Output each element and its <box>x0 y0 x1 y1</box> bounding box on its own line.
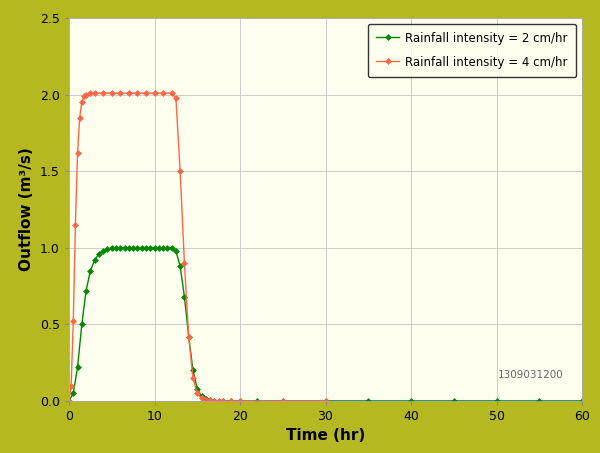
Rainfall intensity = 2 cm/hr <box>185 334 193 339</box>
Rainfall intensity = 4 cm/hr <box>160 91 167 96</box>
Rainfall intensity = 4 cm/hr <box>70 318 77 324</box>
Line: Rainfall intensity = 2 cm/hr: Rainfall intensity = 2 cm/hr <box>67 246 584 403</box>
Rainfall intensity = 4 cm/hr <box>206 398 214 403</box>
Rainfall intensity = 4 cm/hr <box>172 95 179 101</box>
Rainfall intensity = 2 cm/hr <box>228 398 235 404</box>
Rainfall intensity = 2 cm/hr <box>450 398 457 404</box>
Rainfall intensity = 4 cm/hr <box>87 91 94 96</box>
Rainfall intensity = 4 cm/hr <box>279 398 286 404</box>
Rainfall intensity = 4 cm/hr <box>198 395 205 400</box>
Rainfall intensity = 2 cm/hr <box>181 294 188 299</box>
Rainfall intensity = 4 cm/hr <box>211 398 218 404</box>
Rainfall intensity = 4 cm/hr <box>236 398 244 404</box>
Rainfall intensity = 4 cm/hr <box>322 398 329 404</box>
Rainfall intensity = 2 cm/hr <box>220 398 227 404</box>
Rainfall intensity = 2 cm/hr <box>78 322 85 327</box>
Rainfall intensity = 2 cm/hr <box>146 245 154 251</box>
Rainfall intensity = 2 cm/hr <box>168 245 175 251</box>
Rainfall intensity = 4 cm/hr <box>76 115 83 120</box>
Rainfall intensity = 2 cm/hr <box>151 245 158 251</box>
Rainfall intensity = 2 cm/hr <box>190 367 197 373</box>
Rainfall intensity = 2 cm/hr <box>493 398 500 404</box>
Rainfall intensity = 2 cm/hr <box>254 398 261 404</box>
Rainfall intensity = 4 cm/hr <box>68 383 75 388</box>
Rainfall intensity = 2 cm/hr <box>91 257 98 263</box>
Rainfall intensity = 2 cm/hr <box>198 394 205 399</box>
Rainfall intensity = 2 cm/hr <box>160 245 167 251</box>
Rainfall intensity = 2 cm/hr <box>536 398 543 404</box>
Rainfall intensity = 4 cm/hr <box>176 169 184 174</box>
Rainfall intensity = 2 cm/hr <box>121 245 128 251</box>
Rainfall intensity = 2 cm/hr <box>108 245 115 251</box>
Rainfall intensity = 4 cm/hr <box>72 222 79 227</box>
Rainfall intensity = 2 cm/hr <box>407 398 415 404</box>
Rainfall intensity = 2 cm/hr <box>206 397 214 403</box>
Y-axis label: Outflow (m³/s): Outflow (m³/s) <box>19 148 34 271</box>
Rainfall intensity = 4 cm/hr <box>181 260 188 266</box>
Rainfall intensity = 4 cm/hr <box>151 91 158 96</box>
Rainfall intensity = 2 cm/hr <box>164 245 171 251</box>
Rainfall intensity = 4 cm/hr <box>202 397 209 402</box>
Rainfall intensity = 2 cm/hr <box>365 398 372 404</box>
Rainfall intensity = 2 cm/hr <box>112 245 119 251</box>
Rainfall intensity = 4 cm/hr <box>220 398 227 404</box>
Rainfall intensity = 2 cm/hr <box>65 398 73 404</box>
Rainfall intensity = 4 cm/hr <box>228 398 235 404</box>
Rainfall intensity = 2 cm/hr <box>70 390 77 396</box>
Rainfall intensity = 2 cm/hr <box>138 245 145 251</box>
Rainfall intensity = 2 cm/hr <box>82 288 90 294</box>
Rainfall intensity = 2 cm/hr <box>211 398 218 403</box>
Rainfall intensity = 2 cm/hr <box>117 245 124 251</box>
Rainfall intensity = 2 cm/hr <box>134 245 141 251</box>
Rainfall intensity = 4 cm/hr <box>215 398 222 404</box>
Line: Rainfall intensity = 4 cm/hr: Rainfall intensity = 4 cm/hr <box>67 91 328 403</box>
Text: 1309031200: 1309031200 <box>498 370 564 380</box>
Rainfall intensity = 4 cm/hr <box>80 93 88 99</box>
Rainfall intensity = 4 cm/hr <box>100 91 107 96</box>
Rainfall intensity = 4 cm/hr <box>194 390 201 396</box>
Rainfall intensity = 2 cm/hr <box>100 248 107 254</box>
Rainfall intensity = 4 cm/hr <box>117 91 124 96</box>
Rainfall intensity = 2 cm/hr <box>130 245 137 251</box>
Rainfall intensity = 2 cm/hr <box>578 398 586 404</box>
Rainfall intensity = 2 cm/hr <box>322 398 329 404</box>
Rainfall intensity = 4 cm/hr <box>185 334 193 339</box>
Legend: Rainfall intensity = 2 cm/hr, Rainfall intensity = 4 cm/hr: Rainfall intensity = 2 cm/hr, Rainfall i… <box>368 24 576 77</box>
Rainfall intensity = 2 cm/hr <box>104 246 111 252</box>
X-axis label: Time (hr): Time (hr) <box>286 429 365 443</box>
Rainfall intensity = 2 cm/hr <box>202 397 209 402</box>
Rainfall intensity = 4 cm/hr <box>142 91 149 96</box>
Rainfall intensity = 4 cm/hr <box>168 91 175 96</box>
Rainfall intensity = 4 cm/hr <box>134 91 141 96</box>
Rainfall intensity = 2 cm/hr <box>155 245 163 251</box>
Rainfall intensity = 2 cm/hr <box>172 248 179 254</box>
Rainfall intensity = 2 cm/hr <box>279 398 286 404</box>
Rainfall intensity = 2 cm/hr <box>142 245 149 251</box>
Rainfall intensity = 4 cm/hr <box>108 91 115 96</box>
Rainfall intensity = 4 cm/hr <box>82 92 90 97</box>
Rainfall intensity = 4 cm/hr <box>65 398 73 404</box>
Rainfall intensity = 2 cm/hr <box>176 264 184 269</box>
Rainfall intensity = 2 cm/hr <box>95 251 103 257</box>
Rainfall intensity = 2 cm/hr <box>236 398 244 404</box>
Rainfall intensity = 4 cm/hr <box>125 91 133 96</box>
Rainfall intensity = 2 cm/hr <box>125 245 133 251</box>
Rainfall intensity = 4 cm/hr <box>190 375 197 381</box>
Rainfall intensity = 2 cm/hr <box>194 386 201 391</box>
Rainfall intensity = 2 cm/hr <box>74 365 81 370</box>
Rainfall intensity = 4 cm/hr <box>91 91 98 96</box>
Rainfall intensity = 2 cm/hr <box>87 268 94 274</box>
Rainfall intensity = 4 cm/hr <box>74 150 81 155</box>
Rainfall intensity = 4 cm/hr <box>78 100 85 105</box>
